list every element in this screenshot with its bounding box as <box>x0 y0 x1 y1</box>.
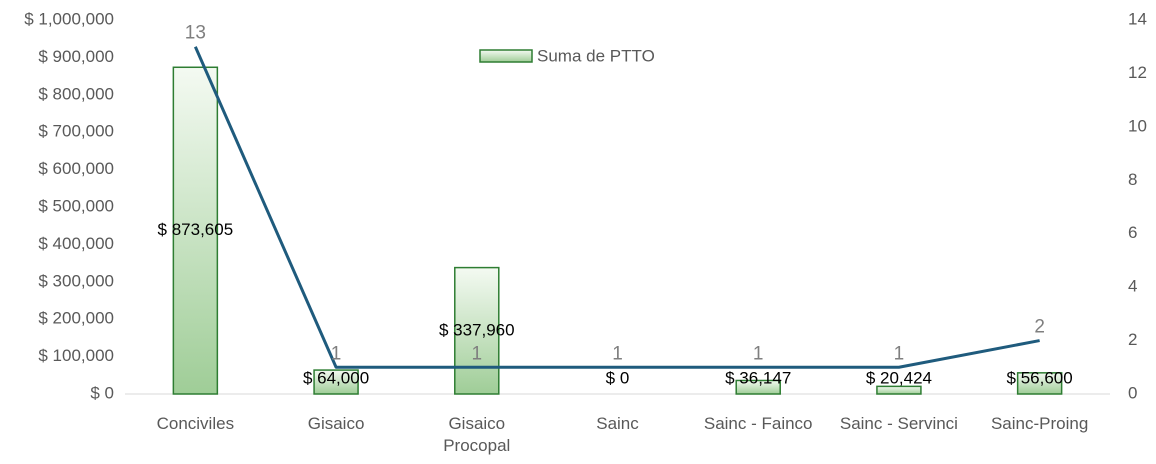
data-label: $ 337,960 <box>439 320 515 339</box>
legend-swatch <box>479 49 533 63</box>
data-label: $ 56,600 <box>1007 368 1073 387</box>
x-tick-label: Sainc-Proing <box>990 414 1089 433</box>
x-tick-label: Sainc <box>596 414 639 433</box>
y-tick-label: $ 0 <box>90 383 114 402</box>
y2-tick-label: 2 <box>1128 330 1137 349</box>
data-label: $ 64,000 <box>303 368 369 387</box>
data-label: 2 <box>1034 317 1045 338</box>
x-tick-label: Gisaico Procopal <box>443 414 511 455</box>
y-tick-label: $ 800,000 <box>38 84 114 103</box>
data-label: 1 <box>331 343 342 364</box>
y2-tick-label: 10 <box>1128 116 1147 135</box>
y-tick-label: $ 1,000,000 <box>24 9 114 28</box>
data-label: 13 <box>185 23 206 44</box>
y2-tick-label: 14 <box>1128 9 1147 28</box>
x-tick-label: Conciviles <box>156 414 235 433</box>
data-label: 1 <box>612 343 623 364</box>
x-tick-label: Gisaico <box>307 414 365 433</box>
legend-label: Suma de PTTO <box>537 46 655 65</box>
y2-tick-label: 6 <box>1128 223 1137 242</box>
y-tick-label: $ 600,000 <box>38 159 114 178</box>
bar <box>735 379 781 395</box>
y-tick-label: $ 300,000 <box>38 271 114 290</box>
y-tick-label: $ 200,000 <box>38 309 114 328</box>
data-label: $ 873,605 <box>158 220 234 239</box>
y2-tick-label: 8 <box>1128 170 1137 189</box>
data-label: 1 <box>894 343 905 364</box>
y-tick-label: $ 100,000 <box>38 346 114 365</box>
y-tick-label: $ 400,000 <box>38 234 114 253</box>
y2-tick-label: 4 <box>1128 277 1137 296</box>
y2-tick-label: 0 <box>1128 383 1137 402</box>
y-tick-label: $ 500,000 <box>38 196 114 215</box>
x-tick-label: Sainc - Servinci <box>839 414 958 433</box>
bar <box>172 66 219 395</box>
y-tick-label: $ 700,000 <box>38 122 114 141</box>
bar <box>1016 372 1063 395</box>
bar <box>876 385 922 395</box>
data-label: 1 <box>753 343 764 364</box>
data-label: $ 20,424 <box>866 368 932 387</box>
y-tick-label: $ 900,000 <box>38 47 114 66</box>
y2-tick-label: 12 <box>1128 63 1147 82</box>
bar <box>454 266 500 395</box>
data-label: 1 <box>471 343 482 364</box>
data-label: $ 0 <box>606 368 630 387</box>
line <box>193 46 1040 369</box>
x-tick-label: Sainc - Fainco <box>703 414 813 433</box>
bar <box>313 369 359 395</box>
data-label: $ 36,147 <box>725 368 791 387</box>
